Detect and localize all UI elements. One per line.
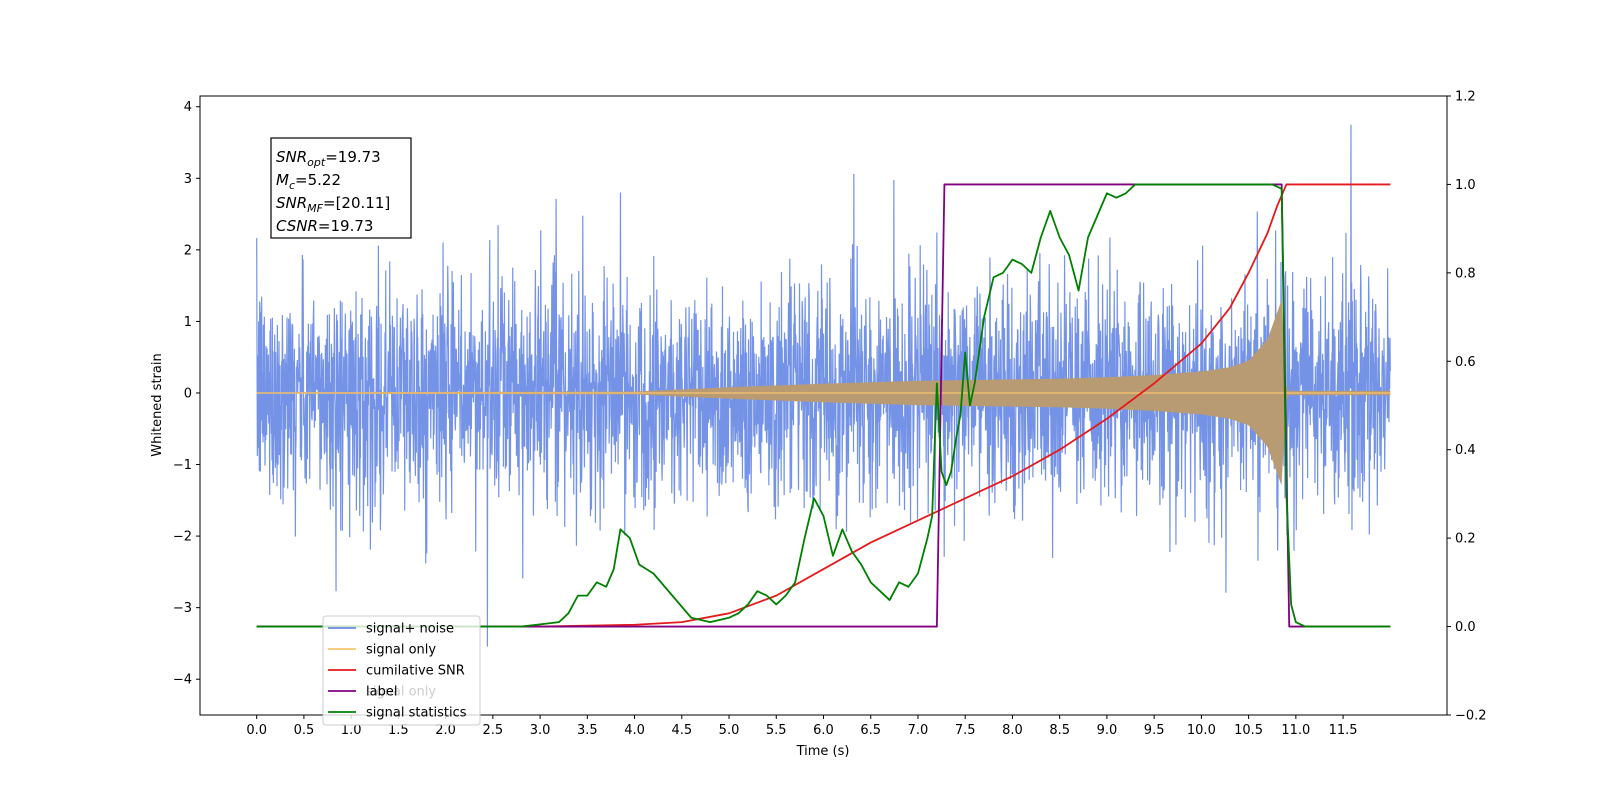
x-tick-label: 9.5 — [1144, 723, 1165, 738]
x-tick-label: 10.0 — [1187, 723, 1216, 738]
annotation-line: CSNR=19.73 — [276, 217, 373, 235]
y2-tick-label: 0.4 — [1455, 443, 1476, 458]
x-tick-label: 4.0 — [624, 723, 645, 738]
y-tick-label: −4 — [173, 673, 192, 688]
y-tick-label: 0 — [184, 386, 192, 401]
legend-item-cumulative-snr: cumilative SNR — [328, 664, 465, 679]
y-tick-label: 4 — [184, 100, 192, 115]
x-tick-label: 7.0 — [908, 723, 929, 738]
y-tick-label: 1 — [184, 315, 192, 330]
x-tick-label: 7.5 — [955, 723, 976, 738]
legend-label: signal+ noise — [366, 622, 454, 637]
x-tick-label: 5.0 — [719, 723, 740, 738]
y2-tick-label: 0.6 — [1455, 355, 1476, 370]
y2-tick-label: 0.0 — [1455, 620, 1476, 635]
legend-label: signal statistics — [366, 706, 467, 721]
y-axis-left: −4 −3 −2 −1 0 1 2 3 4 — [173, 100, 200, 688]
y-tick-label: 2 — [184, 243, 192, 258]
annotation-line: SNRMF=[20.11] — [276, 194, 390, 215]
legend-ghost-label: signal only — [366, 685, 436, 700]
x-tick-label: 8.0 — [1002, 723, 1023, 738]
legend-frame — [322, 615, 481, 726]
legend-item-signal-only: signal only — [328, 643, 436, 658]
y2-tick-label: 0.2 — [1455, 532, 1476, 547]
y2-tick-label: 1.2 — [1455, 90, 1476, 105]
x-tick-label: 6.5 — [860, 723, 881, 738]
x-tick-label: 4.5 — [671, 723, 692, 738]
legend: signal+ noise signal only cumilative SNR si… — [322, 615, 481, 726]
series-signal-statistics-line — [256, 183, 1391, 628]
x-tick-label: 10.5 — [1234, 723, 1263, 738]
annotation-line: Mc=5.22 — [276, 171, 341, 192]
x-tick-label: 1.5 — [388, 723, 409, 738]
y2-tick-label: 0.8 — [1455, 266, 1476, 281]
x-tick-label: 3.0 — [530, 723, 551, 738]
legend-item-signal-noise: signal+ noise — [328, 622, 454, 637]
x-axis-title: Time (s) — [796, 744, 850, 759]
x-tick-label: 1.0 — [341, 723, 362, 738]
y-tick-label: 3 — [184, 172, 192, 187]
x-tick-label: 11.0 — [1281, 723, 1310, 738]
legend-item-signal-statistics: signal statistics — [328, 706, 467, 721]
legend-label: signal only — [366, 643, 436, 658]
x-tick-label: 0.0 — [246, 723, 267, 738]
y-tick-label: −2 — [173, 530, 192, 545]
x-tick-label: 0.5 — [294, 723, 315, 738]
x-tick-label: 2.5 — [483, 723, 504, 738]
x-axis: 0.0 0.5 1.0 1.5 2.0 2.5 3.0 3.5 4.0 4.5 5.0 5.5 6.0 6… — [246, 715, 1358, 738]
x-tick-label: 5.5 — [766, 723, 787, 738]
x-tick-label: 2.0 — [435, 723, 456, 738]
x-tick-label: 9.0 — [1097, 723, 1118, 738]
legend-label: label — [366, 685, 397, 700]
x-tick-label: 8.5 — [1049, 723, 1070, 738]
annotation-frame — [270, 137, 412, 239]
legend-label: cumilative SNR — [366, 664, 465, 679]
y2-tick-label: 1.0 — [1455, 178, 1476, 193]
y-axis-title: Whitened strain — [150, 353, 165, 456]
annotation-line: SNRopt=19.73 — [276, 148, 381, 169]
y-tick-label: −3 — [173, 601, 192, 616]
y-axis-right: −0.2 0.0 0.2 0.4 0.6 0.8 1.0 1.2 — [1447, 90, 1487, 724]
x-tick-label: 6.0 — [813, 723, 834, 738]
x-tick-label: 11.5 — [1329, 723, 1358, 738]
y-tick-label: −1 — [173, 458, 192, 473]
y2-tick-label: −0.2 — [1455, 709, 1487, 724]
plot-layer — [256, 124, 1391, 647]
x-tick-label: 3.5 — [577, 723, 598, 738]
series-signal-noise-line — [256, 124, 1391, 647]
series-cumulative-snr-line — [256, 183, 1391, 628]
